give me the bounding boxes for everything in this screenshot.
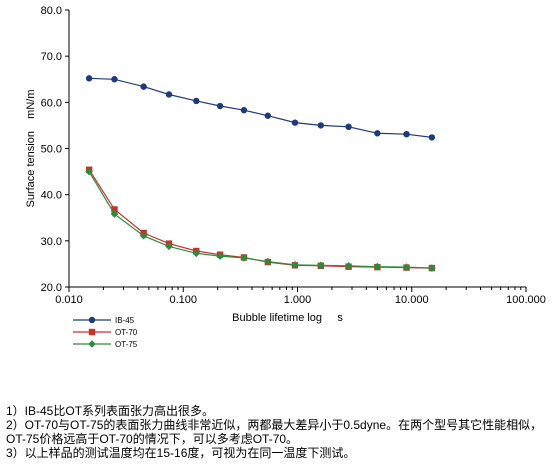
data-point bbox=[291, 261, 299, 269]
y-tick-label: 70.0 bbox=[41, 51, 62, 63]
series-layer bbox=[85, 75, 436, 272]
y-tick-label: 20.0 bbox=[41, 282, 62, 294]
y-axis-title: Surface tension mN/m bbox=[25, 90, 37, 208]
data-point bbox=[192, 249, 201, 258]
data-point bbox=[240, 254, 248, 262]
legend: IB-45 OT-70 OT-75 bbox=[73, 316, 138, 349]
series-ib-45 bbox=[85, 75, 436, 141]
series-line bbox=[89, 77, 432, 138]
data-point bbox=[110, 210, 119, 218]
data-point bbox=[139, 231, 148, 240]
x-tick-label: 0.100 bbox=[169, 294, 197, 306]
x-tick-label: 10.000 bbox=[395, 294, 429, 306]
data-point bbox=[344, 261, 353, 270]
data-point bbox=[264, 257, 272, 266]
data-point bbox=[428, 134, 436, 141]
notes: 1）IB-45比OT系列表面张力高出很多。 2）OT-70与OT-75的表面张力… bbox=[6, 404, 546, 460]
note-2: 2）OT-70与OT-75的表面张力曲线非常近似，两都最大差异小于0.5dyne… bbox=[6, 418, 543, 446]
data-point bbox=[165, 242, 173, 251]
x-axis-title: Bubble lifetime log s bbox=[232, 312, 343, 324]
y-tick-label: 40.0 bbox=[41, 190, 62, 202]
data-point bbox=[216, 252, 224, 260]
data-point bbox=[345, 123, 352, 131]
note-1: 1）IB-45比OT系列表面张力高出很多。 bbox=[6, 404, 215, 418]
data-point bbox=[85, 75, 93, 82]
data-point bbox=[317, 261, 325, 270]
data-point bbox=[240, 106, 248, 114]
series-ot-75 bbox=[85, 167, 436, 272]
data-point bbox=[111, 76, 118, 83]
x-tick-label: 100.000 bbox=[506, 294, 546, 306]
y-tick-label: 80.0 bbox=[41, 5, 62, 17]
data-point bbox=[317, 122, 325, 129]
x-tick-label: 0.010 bbox=[55, 294, 83, 306]
data-point bbox=[291, 119, 299, 126]
data-point bbox=[88, 316, 96, 324]
axes: 20.0 30.0 40.0 50.0 60.0 70.0 80.0 0.010 0.100 1.… bbox=[25, 5, 546, 324]
y-tick-label: 60.0 bbox=[41, 97, 62, 109]
data-point bbox=[216, 102, 224, 110]
data-point bbox=[88, 328, 96, 336]
data-point bbox=[111, 206, 118, 213]
chart: 20.0 30.0 40.0 50.0 60.0 70.0 80.0 0.010 0.100 1.… bbox=[25, 5, 546, 349]
data-point bbox=[428, 264, 436, 272]
legend-label: OT-70 bbox=[115, 328, 138, 337]
data-point bbox=[88, 340, 96, 348]
series-ot-70 bbox=[85, 166, 436, 272]
x-tick-label: 1.000 bbox=[284, 294, 312, 306]
data-point bbox=[402, 263, 411, 271]
y-tick-label: 30.0 bbox=[41, 236, 62, 248]
data-point bbox=[140, 83, 147, 90]
y-tick-label: 50.0 bbox=[41, 144, 62, 156]
data-point bbox=[374, 130, 381, 137]
series-line bbox=[88, 171, 432, 269]
data-point bbox=[403, 130, 410, 138]
data-point bbox=[193, 97, 200, 105]
series-line bbox=[88, 169, 432, 269]
legend-label: OT-75 bbox=[115, 340, 138, 349]
data-point bbox=[264, 112, 272, 119]
data-point bbox=[165, 91, 173, 98]
legend-label: IB-45 bbox=[115, 316, 135, 325]
data-point bbox=[85, 167, 93, 176]
data-point bbox=[373, 262, 382, 271]
note-3: 3）以上样品的测试温度均在15-16度，可视为在同一温度下测试。 bbox=[6, 446, 356, 460]
